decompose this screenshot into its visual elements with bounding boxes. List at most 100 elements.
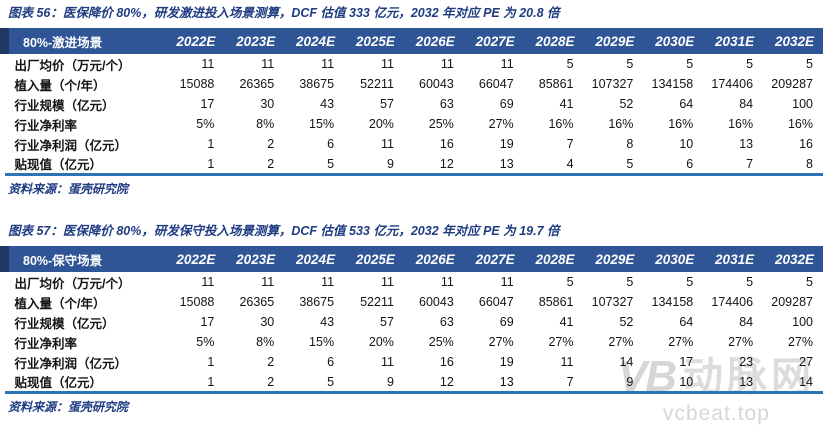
value-cell: 10 xyxy=(679,374,694,389)
figure-56-table: 80%-激进场景 2022E 2023E 2024E 2025E 2026E 2027E 20… xyxy=(0,28,823,176)
value-cell: 25% xyxy=(428,335,454,349)
table-row: 植入量（个/年） 15088 26365 38675 52211 60043 66047 85… xyxy=(5,74,823,94)
value-cell: 57 xyxy=(380,97,394,111)
value-cell: 20% xyxy=(368,117,394,131)
value-cell: 11 xyxy=(380,355,394,369)
value-cell: 16% xyxy=(728,117,754,131)
value-cell: 5 xyxy=(327,374,335,389)
value-cell: 66047 xyxy=(478,77,514,91)
figure-56-source: 资料来源：蛋壳研究院 xyxy=(8,182,129,196)
report-content: 图表 56：医保降价 80%，研发激进投入场景测算，DCF 估值 333 亿元，… xyxy=(0,6,823,414)
value-cell: 134158 xyxy=(651,295,694,309)
table-row: 行业净利率 5% 8% 15% 20% 25% 27% 16% 16% 16% 16% 16% xyxy=(5,114,823,134)
year-column-header: 2032E xyxy=(763,246,823,272)
value-cell: 11 xyxy=(500,57,514,71)
value-cell: 5% xyxy=(196,117,215,131)
value-cell: 27% xyxy=(787,335,813,349)
value-cell: 11 xyxy=(321,57,335,71)
value-cell: 9 xyxy=(626,374,634,389)
value-cell: 7 xyxy=(566,137,574,151)
value-cell: 52 xyxy=(619,97,634,111)
year-column-header: 2031E xyxy=(703,28,764,54)
value-cell: 27% xyxy=(488,335,514,349)
value-cell: 85861 xyxy=(538,77,574,91)
value-cell: 64 xyxy=(679,97,694,111)
value-cell: 2 xyxy=(267,374,275,389)
value-cell: 209287 xyxy=(771,77,813,91)
value-cell: 10 xyxy=(679,137,694,151)
year-column-header: 2030E xyxy=(643,28,704,54)
row-label: 贴现值（亿元） xyxy=(14,376,103,390)
value-cell: 1 xyxy=(207,374,215,389)
vcbeat-site-text: vcbeat.top xyxy=(662,402,770,425)
value-cell: 5 xyxy=(806,57,813,71)
value-cell: 11 xyxy=(560,355,574,369)
year-column-header: 2023E xyxy=(224,246,285,272)
row-label: 出厂均价（万元/个） xyxy=(14,276,131,291)
value-cell: 174406 xyxy=(711,295,754,309)
value-cell: 1 xyxy=(207,137,215,151)
value-cell: 5% xyxy=(196,335,215,349)
scenario-label: 80%-保守场景 xyxy=(0,246,165,272)
value-cell: 30 xyxy=(260,315,275,329)
value-cell: 11 xyxy=(261,275,275,289)
value-cell: 2 xyxy=(267,156,275,171)
value-cell: 5 xyxy=(566,57,574,71)
value-cell: 11 xyxy=(261,57,275,71)
value-cell: 16% xyxy=(787,117,813,131)
vcbeat-brand-text: 动脉网 xyxy=(683,355,815,399)
value-cell: 16 xyxy=(439,355,454,369)
value-cell: 85861 xyxy=(538,295,574,309)
year-column-header: 2025E xyxy=(344,28,404,54)
value-cell: 69 xyxy=(499,315,514,329)
year-column-header: 2032E xyxy=(763,28,823,54)
value-cell: 14 xyxy=(799,374,813,389)
value-cell: 107327 xyxy=(591,77,634,91)
value-cell: 19 xyxy=(499,137,514,151)
year-column-header: 2027E xyxy=(463,28,524,54)
value-cell: 11 xyxy=(500,275,514,289)
value-cell: 16% xyxy=(668,117,694,131)
value-cell: 2 xyxy=(267,137,275,151)
value-cell: 43 xyxy=(320,97,335,111)
value-cell: 52211 xyxy=(360,295,394,309)
row-label: 行业规模（亿元） xyxy=(14,316,115,331)
value-cell: 27% xyxy=(668,335,694,349)
value-cell: 84 xyxy=(739,315,754,329)
value-cell: 13 xyxy=(739,137,754,151)
value-cell: 2 xyxy=(267,355,275,369)
table-header-row: 80%-激进场景 2022E 2023E 2024E 2025E 2026E 2027E 20… xyxy=(0,28,823,54)
figure-57-title: 图表 57：医保降价 80%，研发保守投入场景测算，DCF 估值 533 亿元，… xyxy=(8,224,560,238)
value-cell: 6 xyxy=(327,355,335,369)
value-cell: 11 xyxy=(440,57,454,71)
figure-57-table: 80%-保守场景 2022E 2023E 2024E 2025E 2026E 2027E 20… xyxy=(0,246,823,394)
value-cell: 26365 xyxy=(239,295,275,309)
value-cell: 134158 xyxy=(651,77,694,91)
value-cell: 27 xyxy=(799,355,813,369)
value-cell: 17 xyxy=(200,315,215,329)
year-column-header: 2023E xyxy=(224,28,285,54)
value-cell: 43 xyxy=(320,315,335,329)
value-cell: 16 xyxy=(799,137,813,151)
year-column-header: 2029E xyxy=(583,28,644,54)
value-cell: 1 xyxy=(207,355,215,369)
table-row: 行业净利率 5% 8% 15% 20% 25% 27% 27% 27% 27% 27% 27% xyxy=(5,332,823,352)
row-label: 植入量（个/年） xyxy=(14,296,106,311)
value-cell: 174406 xyxy=(711,77,754,91)
value-cell: 27% xyxy=(488,117,514,131)
year-column-header: 2026E xyxy=(403,246,464,272)
table-row: 行业净利润（亿元） 1 2 6 11 16 19 7 8 10 13 16 xyxy=(5,134,823,154)
year-column-header: 2024E xyxy=(284,246,345,272)
figure-57-source: 资料来源：蛋壳研究院 xyxy=(8,400,129,414)
value-cell: 1 xyxy=(207,156,215,171)
value-cell: 9 xyxy=(386,374,394,389)
value-cell: 5 xyxy=(626,156,634,171)
value-cell: 8% xyxy=(256,335,275,349)
table-row: 贴现值（亿元） 1 2 5 9 12 13 7 9 10 13 14 xyxy=(5,372,823,393)
value-cell: 57 xyxy=(380,315,394,329)
value-cell: 11 xyxy=(321,275,335,289)
value-cell: 23 xyxy=(739,355,754,369)
table-row: 行业规模（亿元） 17 30 43 57 63 69 41 52 64 84 100 xyxy=(5,312,823,332)
value-cell: 15% xyxy=(309,335,335,349)
year-column-header: 2025E xyxy=(344,246,404,272)
